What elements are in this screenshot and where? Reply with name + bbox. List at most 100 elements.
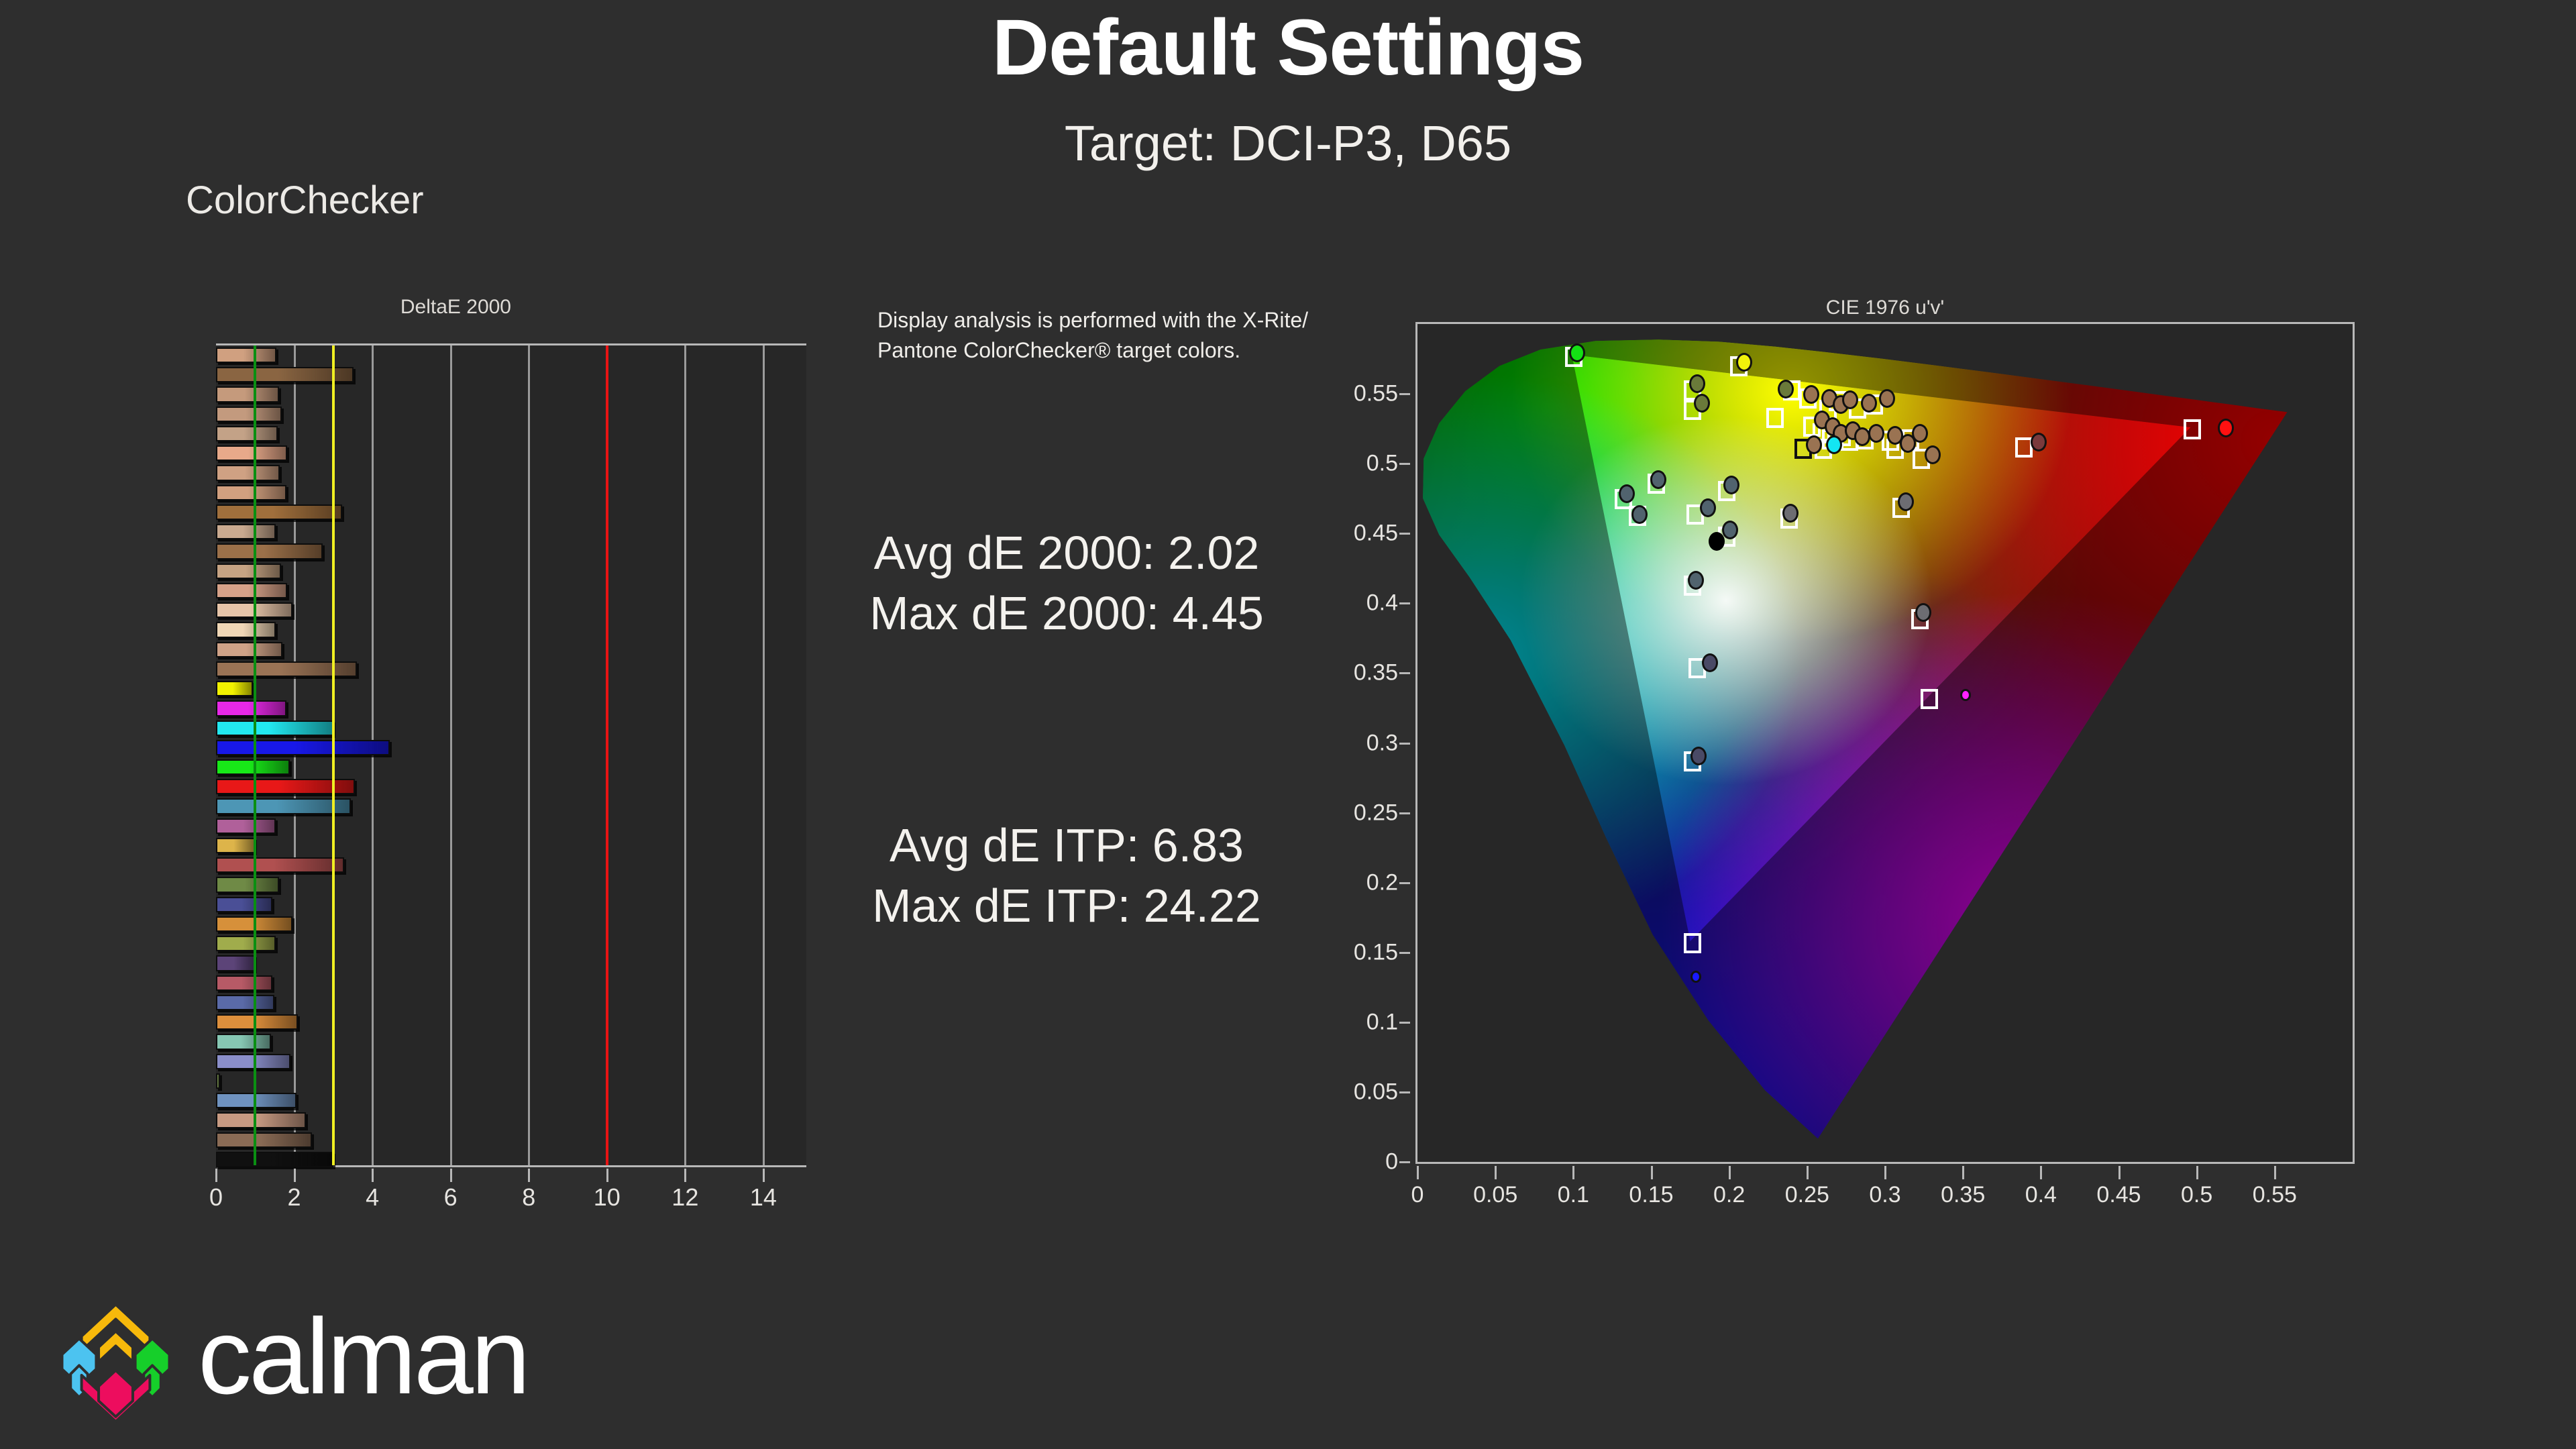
deltae-gridline [684,345,687,1165]
cie-y-tick-label: 0.4 [1366,590,1398,616]
cie-measured-marker [1700,498,1717,517]
deltae-bar [216,1034,271,1050]
cie-measured-marker [1690,747,1707,766]
deltae-x-tick-label: 0 [209,1183,223,1211]
cie-target-marker [1683,933,1701,954]
deltae-bar [216,484,286,500]
deltae-bar [216,955,256,971]
deltae-bar [216,1073,220,1089]
deltae-bar [216,681,254,697]
cie-y-tick-label: 0.25 [1353,800,1398,826]
deltae-x-tick [528,1169,531,1182]
calman-wordmark: calman [198,1296,531,1416]
deltae-gridline [449,345,452,1165]
cie-measured-marker [1841,390,1858,410]
deltae-bar [216,1151,333,1167]
cie-measured-marker [1912,424,1929,443]
deltae-bar [216,425,278,442]
cie-x-tick [1962,1166,1965,1179]
deltae-threshold-line-fail [605,345,608,1165]
deltae-bar [216,367,354,383]
analysis-description-line2: Pantone ColorChecker® target colors. [877,338,1241,363]
cie-x-tick [2196,1166,2198,1179]
deltae-bar [216,857,345,873]
cie-measured-marker [1778,379,1794,398]
de2000-metrics-group: Avg dE 2000: 2.02 Max dE 2000: 4.45 [798,523,1335,643]
deltae-x-tick [606,1169,608,1182]
deltae-bar [216,739,390,755]
cie-measured-marker [2030,432,2047,451]
deltae-threshold-line-good [254,345,257,1165]
cie-measured-marker [1803,385,1819,405]
deltae-gridline [372,345,374,1165]
cie-chart-title: CIE 1976 u'v' [1825,297,1945,319]
cie-measured-marker [1687,571,1704,590]
cie-measured-marker [1806,435,1823,455]
cie-measured-marker [1688,374,1705,393]
deltae-x-tick [215,1169,217,1182]
deltae-x-tick [372,1169,374,1182]
cie-measured-marker [1693,393,1710,413]
deltae-bar [216,837,256,854]
deltae-bar [216,779,355,795]
deltae-bar [216,975,272,991]
cie-y-tick-label: 0.05 [1353,1079,1398,1105]
cie-x-tick [1417,1166,1419,1179]
page-title: Default Settings [991,3,1585,92]
deltae-bar [216,1053,290,1069]
deltae-bar [216,1112,307,1128]
cie-measured-marker [2217,419,2234,438]
cie-y-tick [1399,602,1410,605]
cie-x-tick-label: 0.4 [2025,1182,2057,1208]
cie-y-tick [1399,812,1410,814]
deltae-bar [216,877,280,893]
deltae-gridline [528,345,531,1165]
deltae-plot-area [216,343,806,1167]
cie-y-tick-label: 0 [1385,1148,1398,1175]
cie-plot-area [1415,322,2355,1164]
cie-y-tick [1399,1021,1410,1024]
cie-measured-marker [1735,353,1752,372]
deltae-bar [216,347,277,364]
cie-measured-marker [1868,424,1885,443]
deltae-bar [216,504,342,521]
cie-measured-marker [1690,971,1701,983]
avg-de2000-value: Avg dE 2000: 2.02 [873,527,1260,579]
calman-logo: calman [40,1295,678,1429]
cie-measured-marker [1631,505,1648,525]
deltae-bar [216,896,272,912]
cie-y-tick [1399,672,1410,675]
deltae-bar [216,798,352,814]
cie-chromaticity-panel: CIE 1976 u'v' 0 0.05 0.1 0.15 0.2 0.25 0.3 0.35… [1354,297,2355,1208]
deltae-x-axis: 0 2 4 6 8 10 12 14 [209,1169,806,1216]
deltae-bar [216,386,280,402]
deitp-metrics-group: Avg dE ITP: 6.83 Max dE ITP: 24.22 [798,816,1335,936]
cie-x-tick [2040,1166,2043,1179]
deltae-bar [216,524,276,540]
cie-measured-marker [1887,425,1903,445]
cie-y-tick [1399,463,1410,466]
deltae-bar [216,759,290,775]
cie-x-tick-label: 0.35 [1941,1182,1986,1208]
cie-y-tick-label: 0.45 [1353,520,1398,546]
cie-y-tick [1399,742,1410,745]
cie-x-axis: 0 0.05 0.1 0.15 0.2 0.25 0.3 0.35 0.4 0.45 0.5 0.55 [1411,1166,2368,1220]
avg-deitp-value: Avg dE ITP: 6.83 [890,819,1244,871]
deltae-bar [216,700,286,716]
cie-x-tick-label: 0.2 [1713,1182,1746,1208]
cie-y-axis: 0 0.05 0.1 0.15 0.2 0.25 0.3 0.35 0.4 0.45 0.5 0.55 [1335,322,1410,1175]
cie-target-marker [1920,688,1938,709]
section-label: ColorChecker [186,178,424,222]
cie-x-tick [1495,1166,1497,1179]
cie-measured-marker [1826,435,1843,455]
deltae-bar [216,641,283,657]
deltae-x-tick-label: 14 [749,1183,777,1211]
deltae-x-tick-label: 12 [672,1183,699,1211]
cie-measured-marker [1619,484,1635,503]
deltae-threshold-line-warning [331,345,335,1165]
cie-y-tick-label: 0.35 [1353,659,1398,686]
deltae-bar-chart-panel: DeltaE 2000 0 2 4 6 8 10 12 14 [209,296,806,1211]
cie-x-tick [1806,1166,1809,1179]
cie-x-tick-label: 0.55 [2252,1182,2297,1208]
cie-x-tick-label: 0.25 [1784,1182,1829,1208]
